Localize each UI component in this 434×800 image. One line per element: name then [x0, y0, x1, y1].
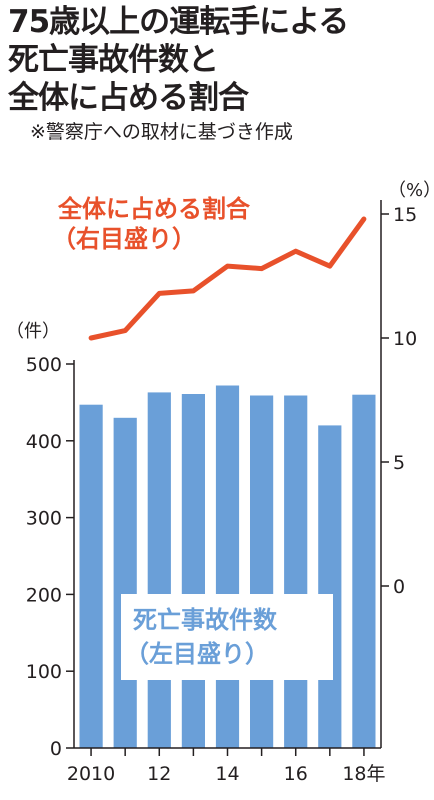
left-axis-unit: （件） — [6, 321, 60, 342]
left-tick-label: 400 — [26, 431, 62, 453]
left-tick-label: 500 — [26, 354, 62, 376]
left-tick-label: 300 — [26, 508, 62, 530]
line-series-label: 全体に占める割合 — [57, 195, 251, 223]
tick-group: 0 100 200 300 400 500 0 5 10 15 2010 12 14 16 18年 — [26, 204, 417, 785]
chart-title-line-3: 全体に占める割合 — [8, 80, 249, 116]
bar-series-scale-note: （左目盛り） — [125, 640, 269, 668]
x-tick-label: 2010 — [67, 763, 115, 785]
bar-2014 — [215, 385, 240, 748]
bar-2017 — [318, 425, 342, 748]
left-tick-label: 200 — [26, 584, 62, 606]
right-axis-unit: （%） — [388, 180, 434, 201]
source-note: ※警察庁への取材に基づき作成 — [30, 121, 293, 143]
left-tick-label: 100 — [26, 661, 62, 683]
bar-2018 — [352, 394, 376, 748]
bar-2015 — [250, 395, 274, 748]
bar-2010 — [79, 404, 103, 748]
right-tick-label: 15 — [393, 204, 417, 226]
x-tick-label: 12 — [147, 763, 171, 785]
line-series-scale-note: （右目盛り） — [52, 225, 196, 253]
chart-title-line-1: 75歳以上の運転手による — [8, 4, 349, 40]
x-tick-label: 14 — [215, 763, 239, 785]
line-series — [88, 216, 367, 341]
bar-series-label-box — [121, 594, 333, 680]
bar-2011 — [113, 417, 137, 748]
left-tick-label: 0 — [50, 738, 62, 760]
right-tick-label: 10 — [393, 328, 417, 350]
x-tick-label: 18年 — [342, 763, 385, 785]
bar-2013 — [181, 394, 205, 748]
bar-series — [79, 385, 376, 748]
bar-2016 — [284, 395, 308, 748]
bar-2012 — [147, 392, 171, 748]
chart-title-line-2: 死亡事故件数と — [8, 42, 219, 78]
bar-series-label: 死亡事故件数 — [133, 606, 278, 634]
right-tick-label: 5 — [393, 452, 405, 474]
x-tick-label: 16 — [284, 763, 308, 785]
right-tick-label: 0 — [393, 576, 405, 598]
